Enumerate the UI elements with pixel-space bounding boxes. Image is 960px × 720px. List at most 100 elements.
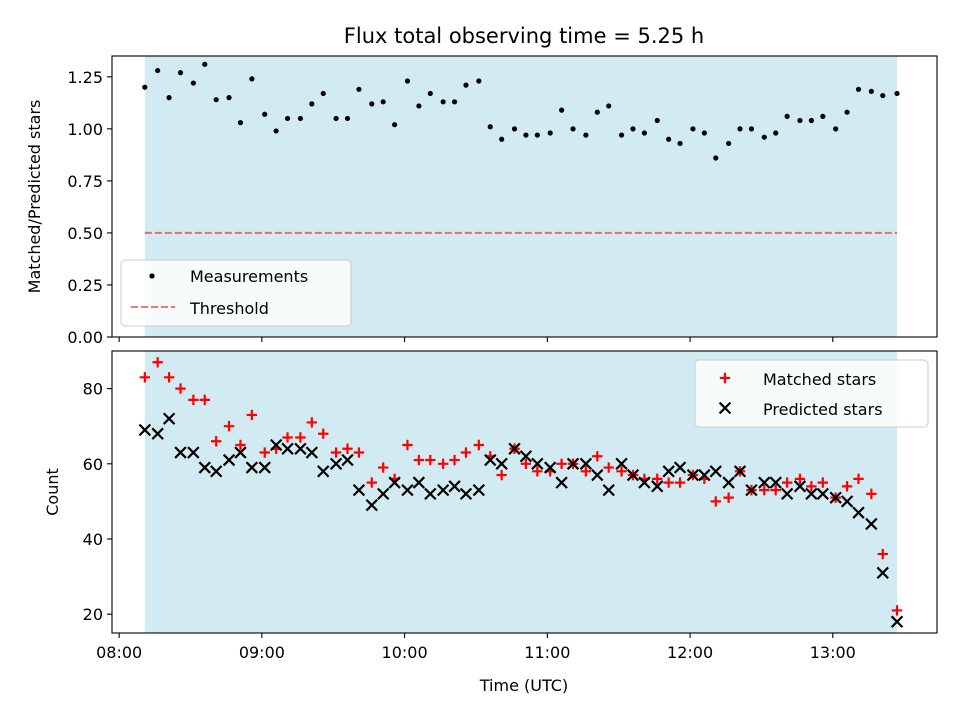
data-point — [745, 483, 758, 497]
data-point — [155, 67, 161, 74]
y-tick-label: 60 — [83, 455, 103, 474]
data-point — [281, 442, 294, 455]
data-point — [532, 466, 543, 477]
y-tick-label: 80 — [83, 380, 103, 399]
legend-marker-predicted — [718, 401, 732, 415]
data-point — [380, 99, 386, 105]
data-point — [580, 466, 592, 477]
series-predicted-stars — [138, 412, 904, 628]
legend-label: Threshold — [189, 299, 269, 318]
data-point — [282, 432, 293, 443]
data-point — [759, 484, 770, 496]
data-point — [139, 372, 151, 383]
data-point — [523, 132, 529, 138]
data-point — [460, 447, 472, 458]
data-point — [770, 484, 781, 496]
data-point — [222, 453, 236, 467]
series-matched-stars — [139, 357, 903, 616]
data-point — [722, 476, 735, 489]
y-tick-label: 0.50 — [67, 224, 103, 243]
data-point — [662, 465, 675, 478]
data-point — [890, 615, 904, 628]
y-tick-label: 0.00 — [67, 328, 103, 347]
top-panel: 0.00 0.25 0.50 0.75 1.00 1.25 Matched/Predicte… — [25, 55, 938, 347]
data-point — [583, 132, 589, 138]
data-point — [388, 476, 401, 489]
data-point — [318, 428, 329, 439]
data-point — [187, 446, 200, 459]
data-point — [437, 458, 449, 469]
data-point — [866, 488, 877, 500]
data-point — [210, 465, 223, 478]
data-point — [853, 473, 864, 485]
data-point — [606, 103, 612, 109]
data-point — [520, 458, 532, 469]
data-point — [713, 155, 719, 161]
data-point — [591, 468, 604, 482]
data-point — [559, 107, 565, 113]
plot-frame — [111, 350, 938, 634]
data-point — [673, 461, 687, 474]
data-point — [213, 97, 219, 103]
data-point — [579, 457, 593, 470]
data-point — [297, 115, 304, 122]
legend-label: Matched stars — [763, 370, 876, 389]
data-point — [641, 130, 647, 136]
data-point — [463, 82, 469, 88]
data-point — [794, 473, 806, 485]
data-point — [829, 491, 842, 504]
data-point — [797, 117, 803, 124]
data-point — [758, 476, 771, 489]
y-axis-label: Count — [43, 468, 62, 516]
x-tick-label: 13:00 — [810, 643, 856, 662]
data-point — [258, 461, 271, 474]
x-axis-label: Time (UTC) — [479, 676, 568, 695]
data-point — [344, 115, 351, 122]
y-tick-label: 1.00 — [67, 120, 103, 139]
data-point — [329, 457, 343, 470]
data-point — [151, 427, 164, 440]
data-point — [392, 122, 398, 128]
data-point — [440, 99, 446, 105]
data-point — [449, 454, 460, 466]
data-point — [508, 442, 521, 455]
data-point — [602, 483, 615, 497]
data-point — [273, 128, 279, 134]
data-point — [748, 126, 755, 132]
data-point — [496, 469, 507, 481]
data-point — [163, 372, 175, 383]
data-point — [844, 109, 850, 115]
data-point — [342, 443, 353, 454]
data-point — [142, 84, 148, 90]
data-point — [894, 90, 900, 97]
data-point — [413, 454, 425, 466]
data-point — [618, 132, 625, 138]
data-point — [865, 517, 878, 531]
data-point — [876, 566, 889, 580]
data-point — [570, 126, 576, 132]
chart-title: Flux total observing time = 5.25 h — [344, 24, 704, 48]
data-point — [806, 481, 817, 492]
data-point — [534, 132, 540, 138]
data-point — [412, 476, 426, 489]
data-point — [404, 78, 411, 84]
y-tick-label: 40 — [83, 530, 103, 549]
data-point — [377, 462, 389, 473]
data-point — [674, 477, 686, 488]
data-point — [436, 483, 450, 497]
y-tick-label: 0.25 — [67, 276, 103, 295]
data-point — [709, 465, 722, 478]
data-point — [401, 483, 414, 497]
data-point — [226, 95, 232, 101]
data-point — [840, 495, 854, 508]
data-point — [309, 101, 315, 107]
data-point — [630, 126, 636, 132]
data-point — [369, 101, 375, 107]
data-point — [424, 487, 437, 501]
data-point — [690, 126, 696, 132]
data-point — [511, 126, 518, 132]
data-point — [245, 461, 259, 474]
data-point — [592, 451, 603, 462]
data-point — [451, 99, 458, 105]
